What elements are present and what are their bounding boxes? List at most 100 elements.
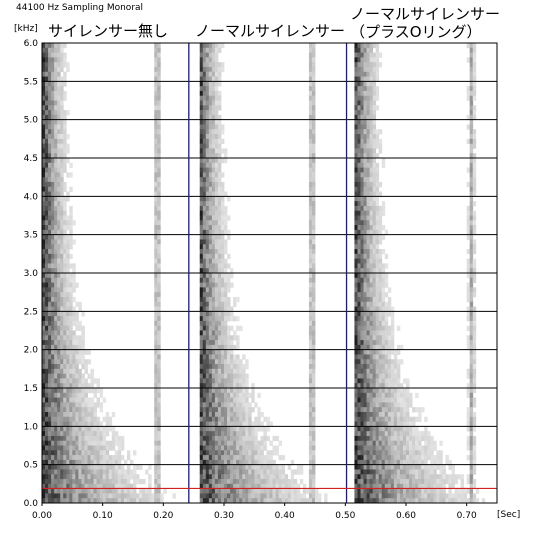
spectrogram-cell bbox=[205, 364, 210, 370]
spectrogram-cell bbox=[245, 392, 249, 398]
spectrogram-cell bbox=[211, 416, 216, 422]
spectrogram-cell bbox=[378, 373, 383, 379]
spectrogram-cell bbox=[239, 474, 243, 480]
spectrogram-cell bbox=[224, 148, 228, 154]
spectrogram-cell bbox=[114, 464, 119, 470]
spectrogram-cell bbox=[81, 340, 85, 346]
spectrogram-cell bbox=[57, 52, 61, 58]
spectrogram-cell bbox=[84, 378, 88, 384]
spectrogram-cell bbox=[208, 76, 213, 82]
spectrogram-cell bbox=[281, 488, 286, 494]
spectrogram-cell bbox=[442, 488, 446, 494]
spectrogram-cell bbox=[108, 483, 113, 490]
spectrogram-cell bbox=[366, 474, 370, 480]
spectrogram-cell bbox=[69, 225, 73, 231]
spectrogram-cell bbox=[366, 335, 370, 341]
spectrogram-cell bbox=[211, 234, 216, 240]
spectrogram-cell bbox=[308, 57, 313, 63]
spectrogram-cell bbox=[51, 229, 55, 236]
spectrogram-cell bbox=[214, 474, 219, 480]
spectrogram-cell bbox=[63, 306, 67, 312]
spectrogram-cell bbox=[211, 378, 216, 384]
spectrogram-cell bbox=[220, 378, 225, 384]
spectrogram-cell bbox=[217, 373, 222, 379]
spectrogram-cell bbox=[214, 450, 219, 456]
spectrogram-cell bbox=[354, 450, 358, 456]
spectrogram-cell bbox=[81, 344, 85, 351]
spectrogram-cell bbox=[311, 421, 316, 427]
spectrogram-cell bbox=[60, 225, 64, 231]
spectrogram-cell bbox=[154, 205, 158, 212]
spectrogram-cell bbox=[84, 469, 88, 475]
spectrogram-cell bbox=[369, 119, 374, 125]
spectrogram-cell bbox=[217, 100, 222, 106]
spectrogram-cell bbox=[360, 172, 364, 178]
spectrogram-cell bbox=[412, 479, 416, 485]
spectrogram-cell bbox=[199, 330, 204, 336]
spectrogram-cell bbox=[363, 354, 367, 360]
spectrogram-cell bbox=[99, 421, 104, 427]
spectrogram-cell bbox=[220, 186, 225, 192]
spectrogram-cell bbox=[360, 119, 364, 125]
spectrogram-cell bbox=[54, 479, 58, 485]
spectrogram-cell bbox=[363, 325, 367, 331]
spectrogram-cell bbox=[211, 268, 216, 274]
spectrogram-cell bbox=[369, 421, 374, 427]
spectrogram-cell bbox=[133, 474, 137, 480]
spectrogram-cell bbox=[45, 388, 49, 394]
spectrogram-cell bbox=[381, 488, 386, 494]
spectrogram-cell bbox=[60, 493, 64, 499]
spectrogram-cell bbox=[372, 431, 377, 437]
spectrogram-cell bbox=[402, 407, 407, 413]
spectrogram-cell bbox=[469, 364, 474, 370]
spectrogram-cell bbox=[269, 479, 273, 485]
spectrogram-cell bbox=[220, 464, 225, 470]
spectrogram-cell bbox=[387, 483, 392, 490]
spectrogram-cell bbox=[375, 368, 380, 375]
spectrogram-cell bbox=[199, 95, 204, 101]
spectrogram-cell bbox=[227, 392, 231, 398]
spectrogram-cell bbox=[199, 57, 204, 63]
spectrogram-cell bbox=[93, 469, 97, 475]
spectrogram-cell bbox=[208, 296, 213, 303]
spectrogram-cell bbox=[42, 43, 46, 49]
spectrogram-cell bbox=[372, 349, 377, 355]
spectrogram-cell bbox=[93, 431, 97, 437]
spectrogram-cell bbox=[72, 445, 76, 451]
spectrogram-cell bbox=[266, 459, 270, 466]
spectrogram-cell bbox=[354, 388, 358, 394]
spectrogram-cell bbox=[208, 263, 213, 269]
spectrogram-cell bbox=[224, 469, 228, 475]
spectrogram-cell bbox=[372, 71, 377, 77]
spectrogram-cell bbox=[418, 488, 422, 494]
spectrogram-cell bbox=[66, 296, 70, 303]
spectrogram-cell bbox=[211, 138, 216, 145]
spectrogram-cell bbox=[266, 435, 270, 442]
spectrogram-cell bbox=[381, 225, 386, 231]
spectrogram-cell bbox=[214, 162, 219, 168]
spectrogram-cell bbox=[363, 320, 367, 327]
spectrogram-cell bbox=[308, 263, 313, 269]
spectrogram-cell bbox=[372, 359, 377, 365]
spectrogram-cell bbox=[472, 158, 477, 164]
spectrogram-cell bbox=[42, 129, 46, 135]
spectrogram-cell bbox=[220, 158, 225, 164]
spectrogram-cell bbox=[51, 263, 55, 269]
spectrogram-cell bbox=[157, 76, 161, 82]
spectrogram-cell bbox=[372, 392, 377, 398]
spectrogram-cell bbox=[366, 344, 370, 351]
spectrogram-cell bbox=[45, 253, 49, 260]
spectrogram-cell bbox=[69, 426, 73, 432]
spectrogram-cell bbox=[369, 383, 374, 389]
spectrogram-cell bbox=[48, 124, 52, 130]
spectrogram-cell bbox=[154, 349, 158, 355]
spectrogram-cell bbox=[157, 95, 161, 101]
spectrogram-cell bbox=[245, 378, 249, 384]
spectrogram-cell bbox=[406, 455, 410, 461]
spectrogram-cell bbox=[211, 383, 216, 389]
spectrogram-cell bbox=[418, 445, 422, 451]
spectrogram-cell bbox=[211, 450, 216, 456]
spectrogram-cell bbox=[421, 455, 425, 461]
spectrogram-cell bbox=[42, 234, 46, 240]
spectrogram-cell bbox=[308, 493, 313, 499]
